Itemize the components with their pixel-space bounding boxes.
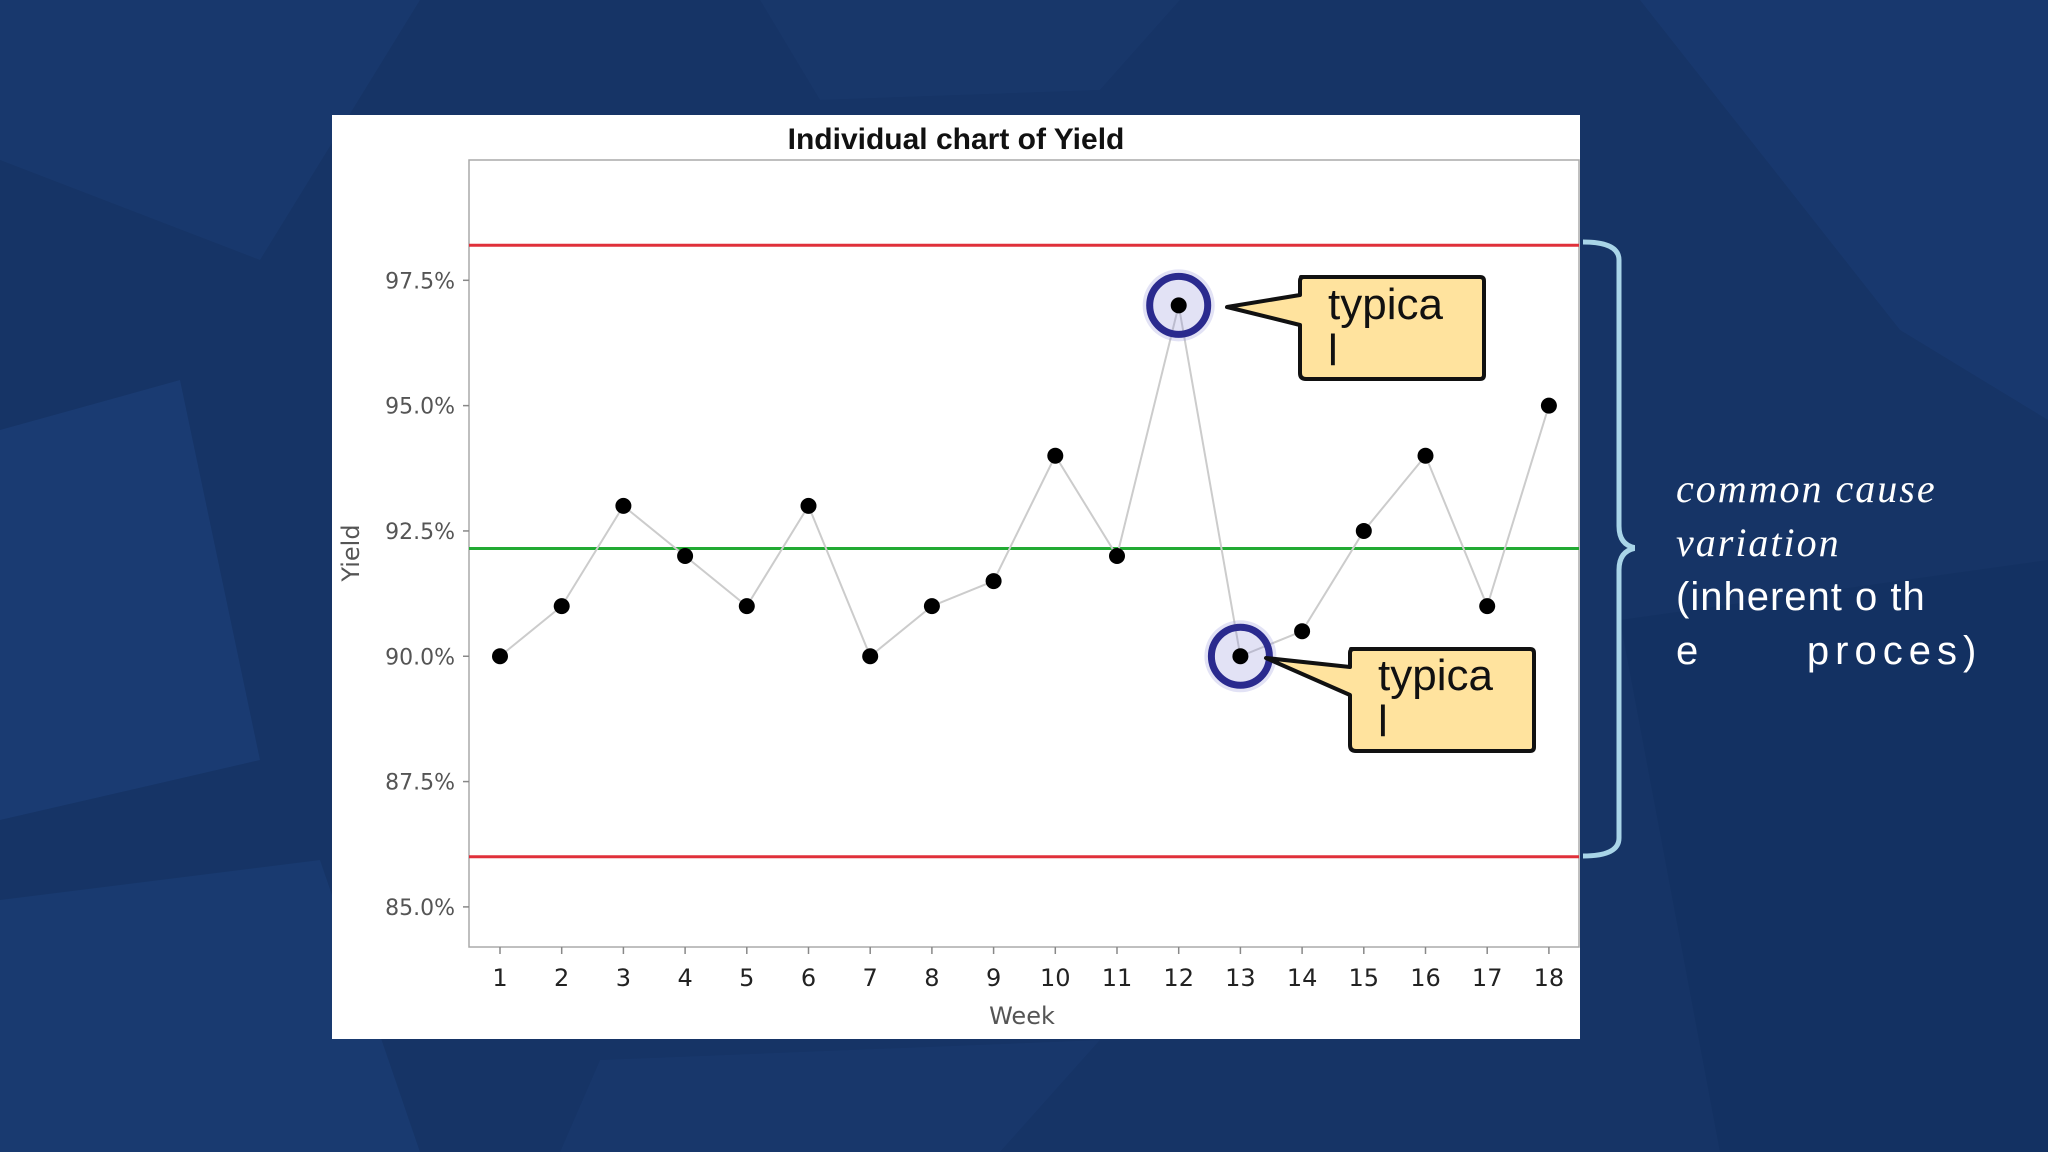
data-point — [1540, 397, 1557, 414]
x-tick-label: 16 — [1410, 964, 1441, 992]
callout-text-line1: typica — [1328, 280, 1443, 329]
data-point — [923, 598, 940, 615]
x-tick-label: 7 — [863, 964, 878, 992]
callout-bubble — [1225, 275, 1486, 381]
highlight-ring — [1146, 272, 1212, 338]
data-point — [1355, 522, 1372, 539]
x-tick-label: 5 — [739, 964, 754, 992]
chart-panel: Individual chart of Yield 85.0% 87.5% 90.0… — [332, 115, 1580, 1039]
x-tick-label: 4 — [677, 964, 692, 992]
series-line — [499, 305, 1550, 658]
callout-week-13: typica l — [1264, 647, 1536, 753]
brace-icon — [1582, 239, 1635, 859]
callout-text-line1: typica — [1378, 651, 1493, 700]
data-point — [800, 497, 817, 514]
y-tick-label: 95.0% — [385, 395, 455, 420]
data-point — [1294, 623, 1311, 640]
data-point — [862, 648, 879, 665]
x-tick-label: 18 — [1534, 964, 1565, 992]
x-tick-label: 12 — [1163, 964, 1194, 992]
callout-text-line2: l — [1328, 326, 1338, 375]
callout-text-line2: l — [1378, 697, 1388, 746]
y-tick-label: 87.5% — [385, 771, 455, 796]
callout-bubble — [1264, 647, 1536, 753]
data-point — [1047, 447, 1064, 464]
data-point — [1417, 447, 1434, 464]
x-tick-label: 3 — [616, 964, 631, 992]
yield-control-chart: Individual chart of Yield 85.0% 87.5% 90.0… — [337, 123, 1580, 1030]
y-tick-label: 97.5% — [385, 269, 455, 294]
x-tick-label: 11 — [1102, 964, 1133, 992]
side-note: common cause variation (inherent o th e … — [1676, 462, 2036, 678]
x-tick-label: 17 — [1472, 964, 1503, 992]
x-tick-label: 10 — [1040, 964, 1071, 992]
side-note-line2: variation — [1676, 520, 1841, 565]
data-point — [1170, 297, 1187, 314]
data-point — [1232, 648, 1249, 665]
x-tick-label: 8 — [924, 964, 939, 992]
side-note-line3: (inherent o th — [1676, 575, 1926, 619]
x-tick-label: 15 — [1349, 964, 1380, 992]
data-point — [985, 573, 1002, 590]
x-tick-label: 2 — [554, 964, 569, 992]
data-point — [677, 548, 694, 565]
x-tick-label: 1 — [492, 964, 507, 992]
y-axis-title: Yield — [337, 524, 365, 582]
data-point — [1479, 598, 1496, 615]
x-tick-label: 9 — [986, 964, 1001, 992]
chart-title: Individual chart of Yield — [788, 123, 1125, 156]
data-point — [615, 497, 632, 514]
data-point — [492, 648, 508, 665]
y-tick-label: 90.0% — [385, 645, 455, 670]
side-note-line4: e proces) — [1676, 629, 1983, 673]
data-point — [738, 598, 755, 615]
x-tick-label: 14 — [1287, 964, 1318, 992]
x-tick-label: 13 — [1225, 964, 1256, 992]
data-point — [553, 598, 570, 615]
y-tick-label: 85.0% — [385, 896, 455, 921]
y-tick-label: 92.5% — [385, 520, 455, 545]
highlight-ring — [1207, 623, 1273, 689]
x-axis-title: Week — [989, 1002, 1055, 1030]
x-tick-label: 6 — [801, 964, 816, 992]
side-note-line1: common cause — [1676, 466, 1937, 511]
data-point — [1109, 548, 1125, 565]
callout-week-12: typica l — [1225, 275, 1486, 381]
